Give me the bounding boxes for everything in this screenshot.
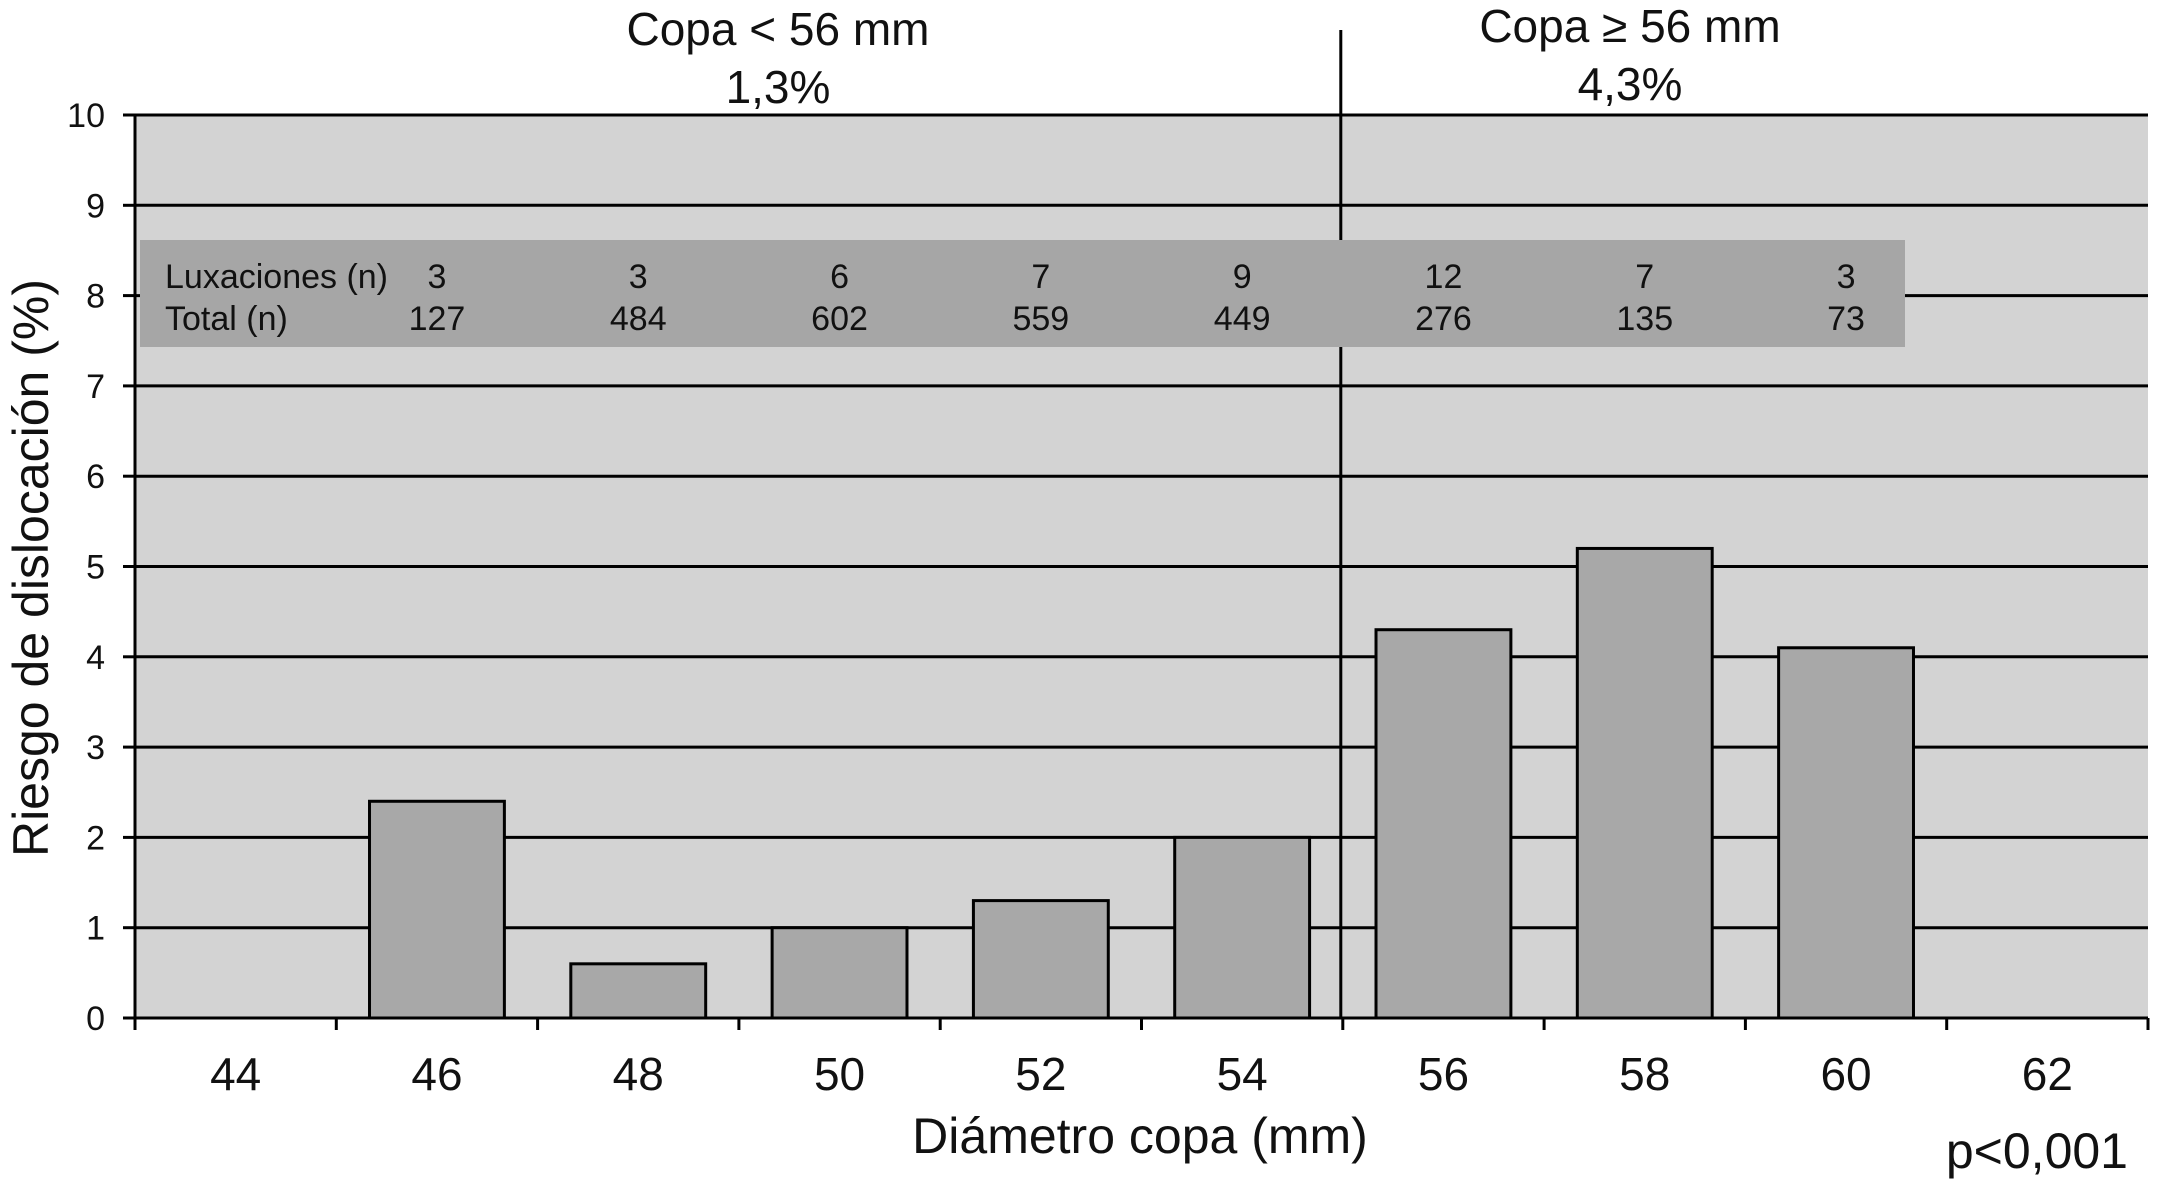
table-cell-luxaciones: 7	[1031, 258, 1050, 296]
table-cell-luxaciones: 12	[1425, 258, 1463, 296]
x-tick-label: 48	[613, 1048, 664, 1100]
table-cell-luxaciones: 9	[1233, 258, 1252, 296]
group-left-label: Copa < 56 mm	[627, 3, 930, 55]
table-cell-luxaciones: 6	[830, 258, 849, 296]
y-tick-label: 2	[86, 819, 105, 857]
table-cell-total: 73	[1827, 300, 1865, 338]
table-cell-total: 449	[1214, 300, 1271, 338]
bar-56	[1374, 628, 1513, 1020]
table-cell-total: 127	[409, 300, 466, 338]
y-tick-label: 5	[86, 549, 105, 587]
group-left-rate: 1,3%	[726, 61, 831, 113]
table-cell-total: 559	[1012, 300, 1069, 338]
bar-52	[971, 899, 1110, 1020]
table-cell-total: 276	[1415, 300, 1472, 338]
table-row-label: Luxaciones (n)	[165, 258, 388, 296]
y-tick-label: 0	[86, 1000, 105, 1038]
x-tick-label: 50	[814, 1048, 865, 1100]
table-cell-luxaciones: 3	[1837, 258, 1856, 296]
bar-50	[770, 926, 909, 1020]
bar-46	[368, 799, 506, 1020]
y-axis-label: Riesgo de dislocación (%)	[3, 279, 59, 857]
table-cell-total: 135	[1616, 300, 1673, 338]
bar-58	[1575, 546, 1714, 1020]
table-cell-total: 602	[811, 300, 868, 338]
y-tick-label: 6	[86, 458, 105, 496]
table-cell-luxaciones: 3	[629, 258, 648, 296]
y-tick-label: 4	[86, 639, 105, 677]
table-cell-total: 484	[610, 300, 667, 338]
table-cell-luxaciones: 7	[1635, 258, 1654, 296]
y-tick-label: 1	[86, 910, 105, 948]
x-tick-label: 56	[1418, 1048, 1469, 1100]
x-tick-label: 46	[411, 1048, 462, 1100]
group-right-label: Copa ≥ 56 mm	[1479, 0, 1780, 52]
group-right-rate: 4,3%	[1578, 58, 1683, 110]
bar-48	[569, 962, 708, 1020]
y-tick-label: 10	[67, 97, 105, 135]
table-cell-luxaciones: 3	[427, 258, 446, 296]
x-tick-label: 54	[1217, 1048, 1268, 1100]
counts-table-background	[140, 240, 1905, 347]
y-tick-label: 7	[86, 368, 105, 406]
y-tick-label: 9	[86, 187, 105, 225]
bars	[368, 546, 1915, 1020]
x-axis-label: Diámetro copa (mm)	[912, 1108, 1368, 1164]
x-tick-label: 58	[1619, 1048, 1670, 1100]
chart-texts: Copa < 56 mm 1,3% Copa ≥ 56 mm 4,3% Diám…	[3, 0, 2128, 1179]
y-tick-label: 8	[86, 278, 105, 316]
table-row-label: Total (n)	[165, 300, 288, 338]
x-tick-label: 60	[1820, 1048, 1871, 1100]
x-tick-label: 52	[1015, 1048, 1066, 1100]
x-tick-label: 44	[210, 1048, 261, 1100]
x-tick-label: 62	[2022, 1048, 2073, 1100]
y-tick-label: 3	[86, 729, 105, 767]
bar-54	[1173, 835, 1312, 1020]
bar-60	[1777, 646, 1915, 1020]
p-value: p<0,001	[1946, 1123, 2128, 1179]
